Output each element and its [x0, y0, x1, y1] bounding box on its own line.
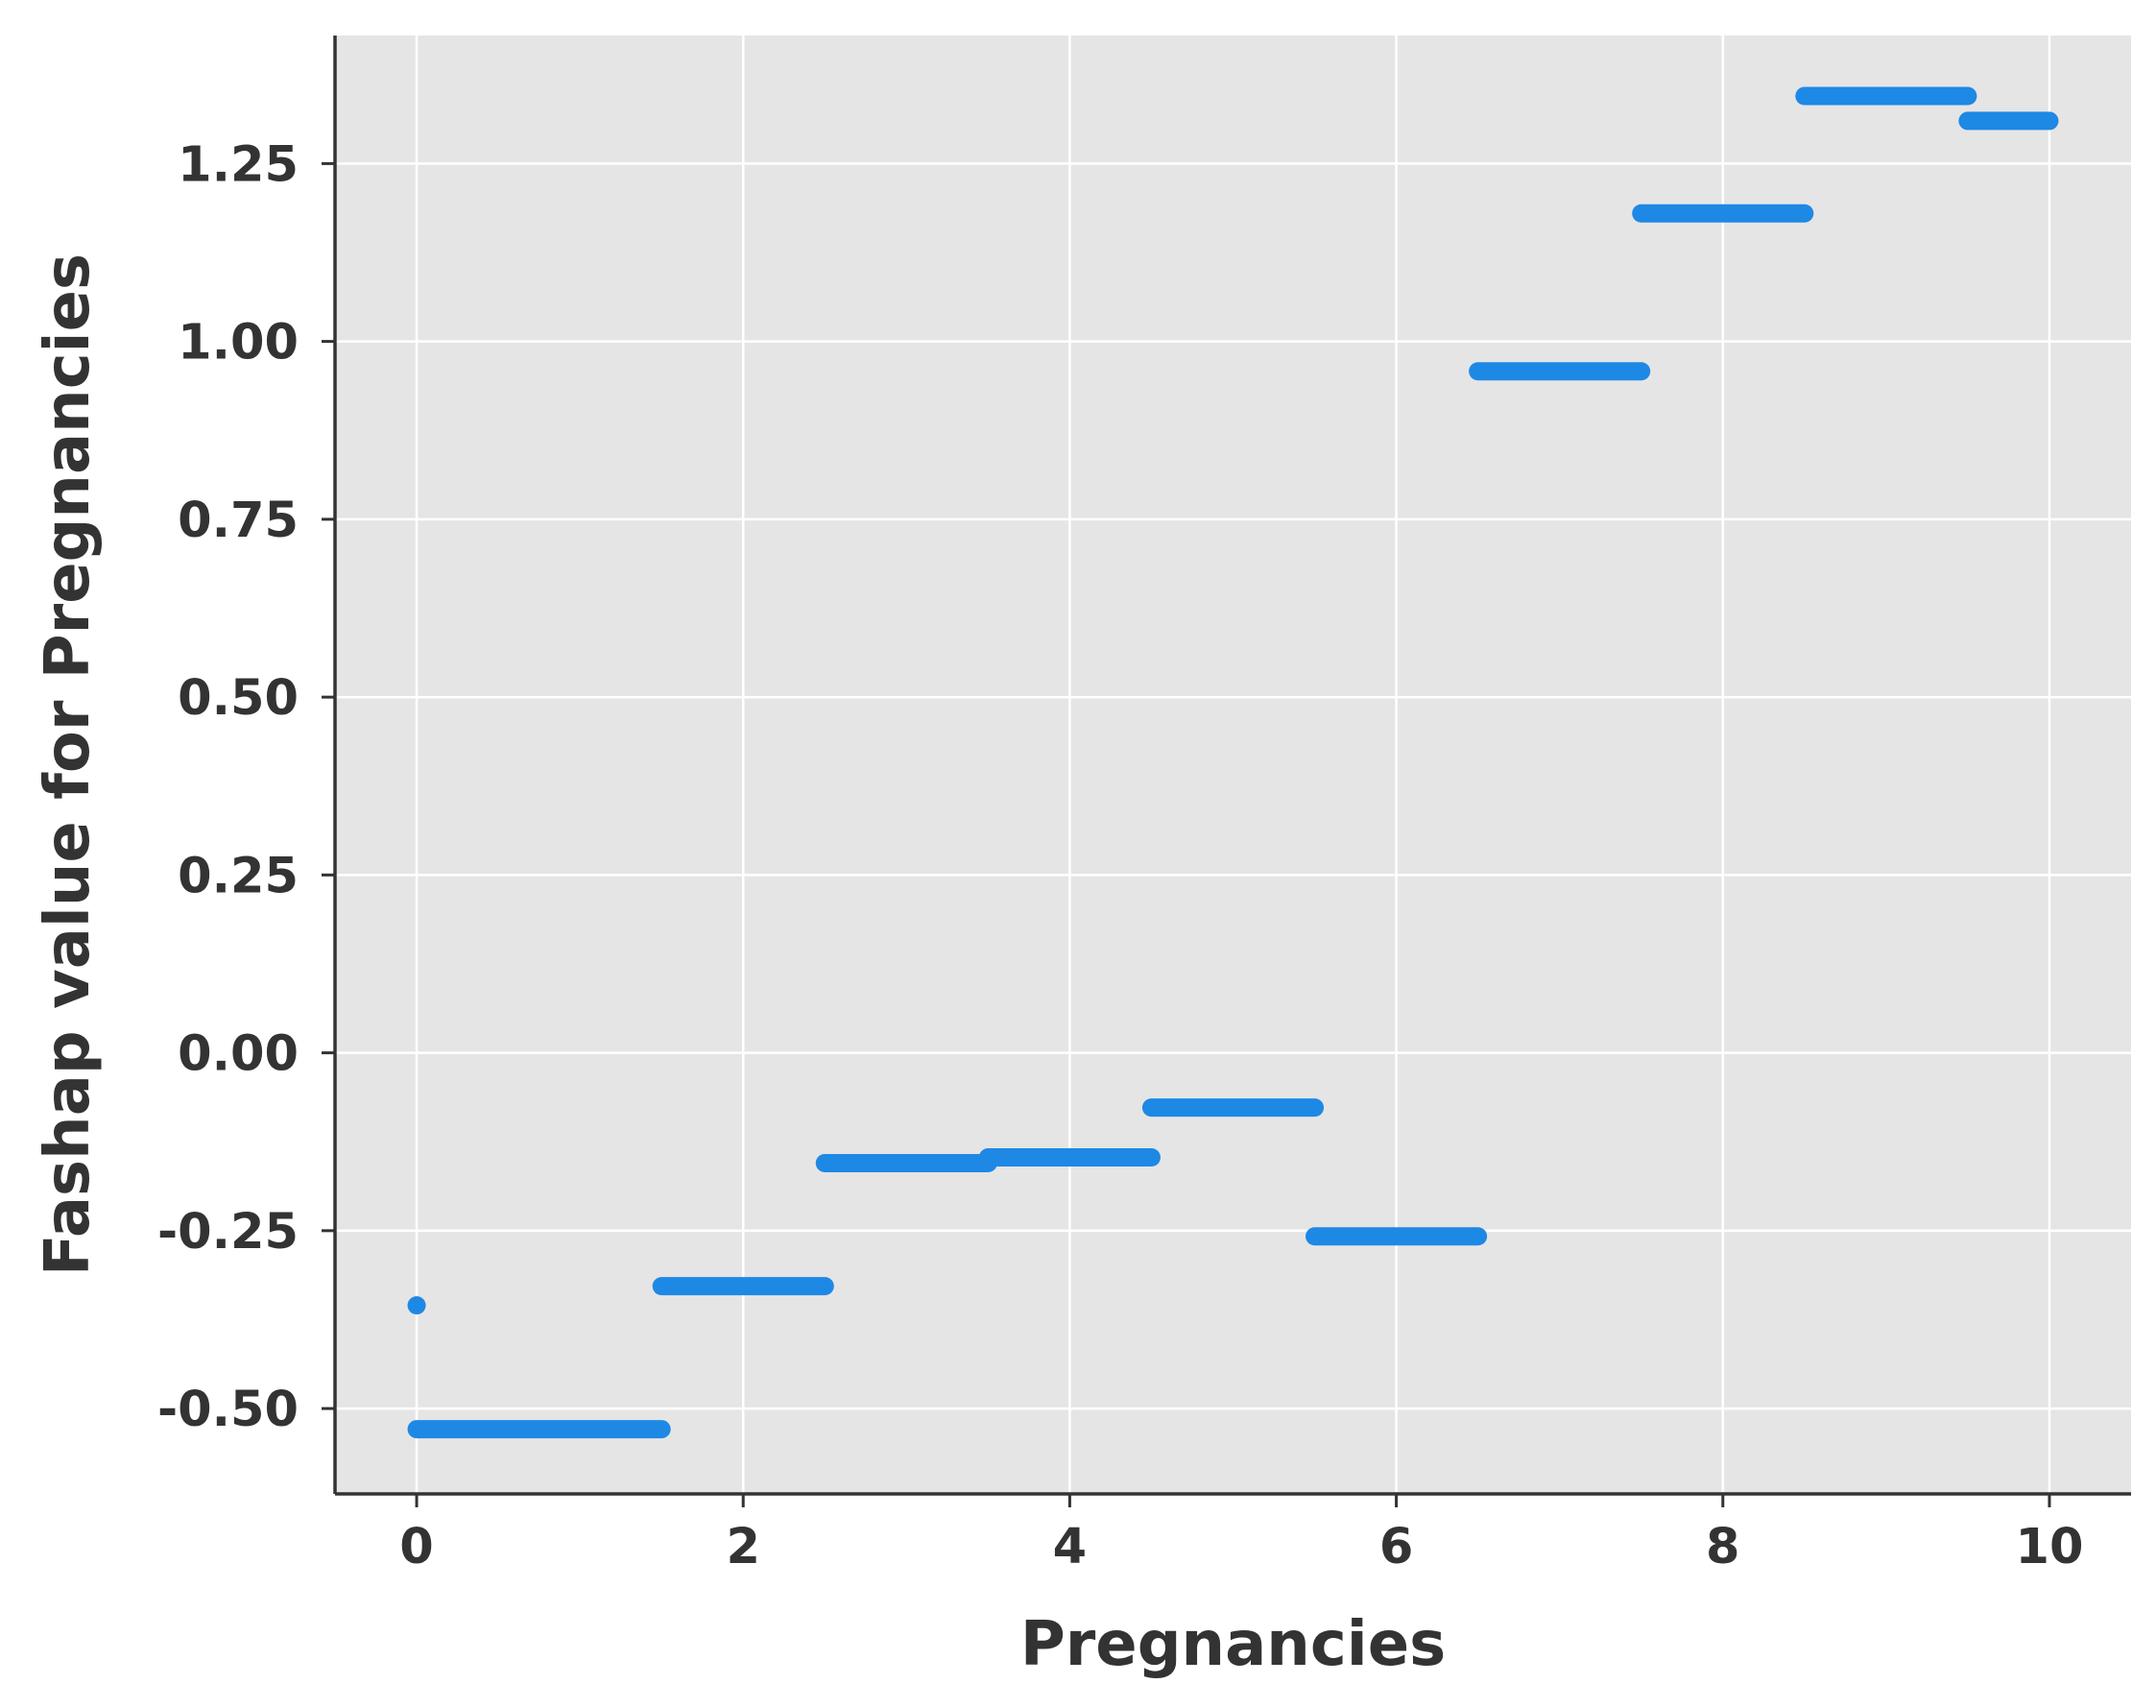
x-tick-label: 8	[1706, 1519, 1740, 1576]
y-tick-label: 0.75	[178, 493, 299, 549]
x-tick-label: 4	[1053, 1519, 1088, 1576]
x-tick-label: 10	[2015, 1519, 2083, 1576]
y-tick-label: 0.25	[178, 848, 299, 904]
x-tick-label: 2	[726, 1519, 760, 1576]
y-tick-label: 1.25	[178, 136, 299, 193]
y-tick-label: 1.00	[178, 315, 299, 372]
data-point	[408, 1296, 426, 1314]
y-tick-label: 0.50	[178, 670, 299, 727]
y-tick-label: -0.50	[157, 1382, 299, 1438]
y-tick-label: -0.25	[157, 1204, 299, 1261]
x-tick-label: 0	[399, 1519, 434, 1576]
x-axis-label: Pregnancies	[1020, 1609, 1446, 1680]
y-tick-label: 0.00	[178, 1026, 299, 1083]
plot-background	[335, 36, 2131, 1494]
y-axis-label: Fashap value for Pregnancies	[33, 253, 104, 1276]
x-tick-label: 6	[1379, 1519, 1414, 1576]
